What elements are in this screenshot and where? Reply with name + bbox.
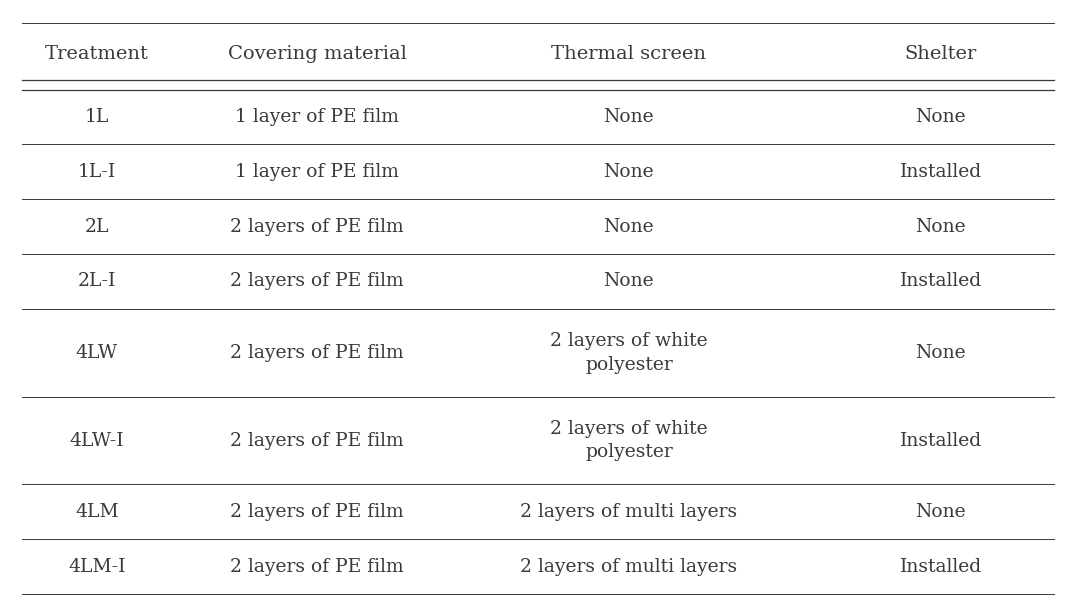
Text: Installed: Installed — [900, 272, 981, 290]
Text: None: None — [603, 218, 655, 236]
Text: 2 layers of PE film: 2 layers of PE film — [230, 218, 404, 236]
Text: 2 layers of white
polyester: 2 layers of white polyester — [550, 420, 707, 462]
Text: 2 layers of multi layers: 2 layers of multi layers — [520, 503, 737, 521]
Text: Installed: Installed — [900, 163, 981, 181]
Text: 4LM-I: 4LM-I — [68, 558, 126, 576]
Text: 4LW-I: 4LW-I — [70, 431, 124, 450]
Text: 2 layers of PE film: 2 layers of PE film — [230, 503, 404, 521]
Text: 2 layers of multi layers: 2 layers of multi layers — [520, 558, 737, 576]
Text: 2 layers of PE film: 2 layers of PE film — [230, 344, 404, 362]
Text: None: None — [603, 163, 655, 181]
Text: Installed: Installed — [900, 431, 981, 450]
Text: 2 layers of PE film: 2 layers of PE film — [230, 431, 404, 450]
Text: 2 layers of white
polyester: 2 layers of white polyester — [550, 332, 707, 374]
Text: Thermal screen: Thermal screen — [551, 45, 706, 64]
Text: Covering material: Covering material — [228, 45, 406, 64]
Text: None: None — [915, 218, 966, 236]
Text: 1 layer of PE film: 1 layer of PE film — [235, 108, 399, 126]
Text: None: None — [603, 108, 655, 126]
Text: Treatment: Treatment — [45, 45, 148, 64]
Text: 1L: 1L — [85, 108, 109, 126]
Text: 2L: 2L — [85, 218, 109, 236]
Text: Shelter: Shelter — [904, 45, 977, 64]
Text: None: None — [915, 344, 966, 362]
Text: 2 layers of PE film: 2 layers of PE film — [230, 558, 404, 576]
Text: None: None — [603, 272, 655, 290]
Text: 2 layers of PE film: 2 layers of PE film — [230, 272, 404, 290]
Text: 1 layer of PE film: 1 layer of PE film — [235, 163, 399, 181]
Text: 4LM: 4LM — [75, 503, 118, 521]
Text: None: None — [915, 503, 966, 521]
Text: 2L-I: 2L-I — [77, 272, 116, 290]
Text: 1L-I: 1L-I — [77, 163, 116, 181]
Text: 4LW: 4LW — [75, 344, 118, 362]
Text: None: None — [915, 108, 966, 126]
Text: Installed: Installed — [900, 558, 981, 576]
